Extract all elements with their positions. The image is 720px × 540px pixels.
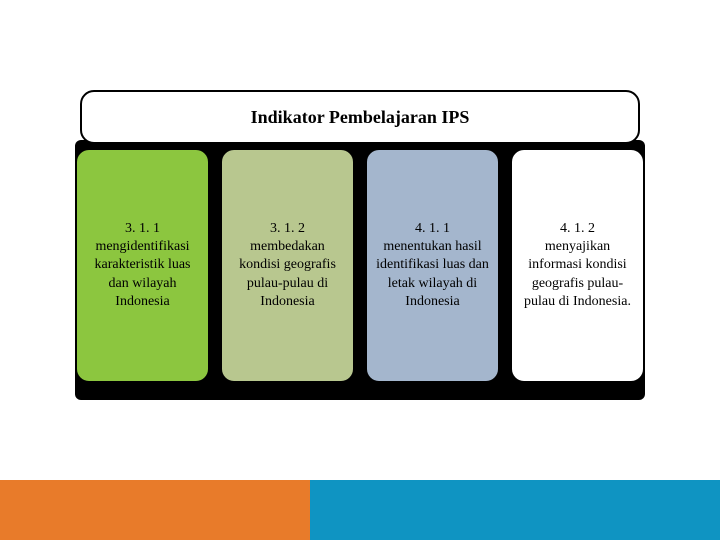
card-body: menyajikan informasi kondisi geografis p… xyxy=(524,239,631,309)
card-text: 3. 1. 2 membedakan kondisi geografis pul… xyxy=(230,220,345,311)
card-1: 3. 1. 2 membedakan kondisi geografis pul… xyxy=(220,148,355,383)
card-text: 4. 1. 2 menyajikan informasi kondisi geo… xyxy=(520,220,635,311)
slide: Indikator Pembelajaran IPS 3. 1. 1 mengi… xyxy=(0,0,720,540)
card-text: 4. 1. 1 menentukan hasil identifikasi lu… xyxy=(375,220,490,311)
card-2: 4. 1. 1 menentukan hasil identifikasi lu… xyxy=(365,148,500,383)
card-text: 3. 1. 1 mengidentifikasi karakteristik l… xyxy=(85,220,200,311)
card-code: 4. 1. 1 xyxy=(415,221,450,236)
footer-bar-right xyxy=(310,480,720,540)
card-code: 3. 1. 1 xyxy=(125,221,160,236)
footer-bar-left xyxy=(0,480,310,540)
header-box: Indikator Pembelajaran IPS xyxy=(80,90,640,144)
card-body: membedakan kondisi geografis pulau-pulau… xyxy=(239,239,336,309)
card-body: menentukan hasil identifikasi luas dan l… xyxy=(376,239,489,309)
header-title: Indikator Pembelajaran IPS xyxy=(251,107,470,128)
card-body: mengidentifikasi karakteristik luas dan … xyxy=(94,239,190,309)
card-0: 3. 1. 1 mengidentifikasi karakteristik l… xyxy=(75,148,210,383)
card-3: 4. 1. 2 menyajikan informasi kondisi geo… xyxy=(510,148,645,383)
card-code: 3. 1. 2 xyxy=(270,221,305,236)
card-code: 4. 1. 2 xyxy=(560,221,595,236)
card-row: 3. 1. 1 mengidentifikasi karakteristik l… xyxy=(75,148,645,383)
